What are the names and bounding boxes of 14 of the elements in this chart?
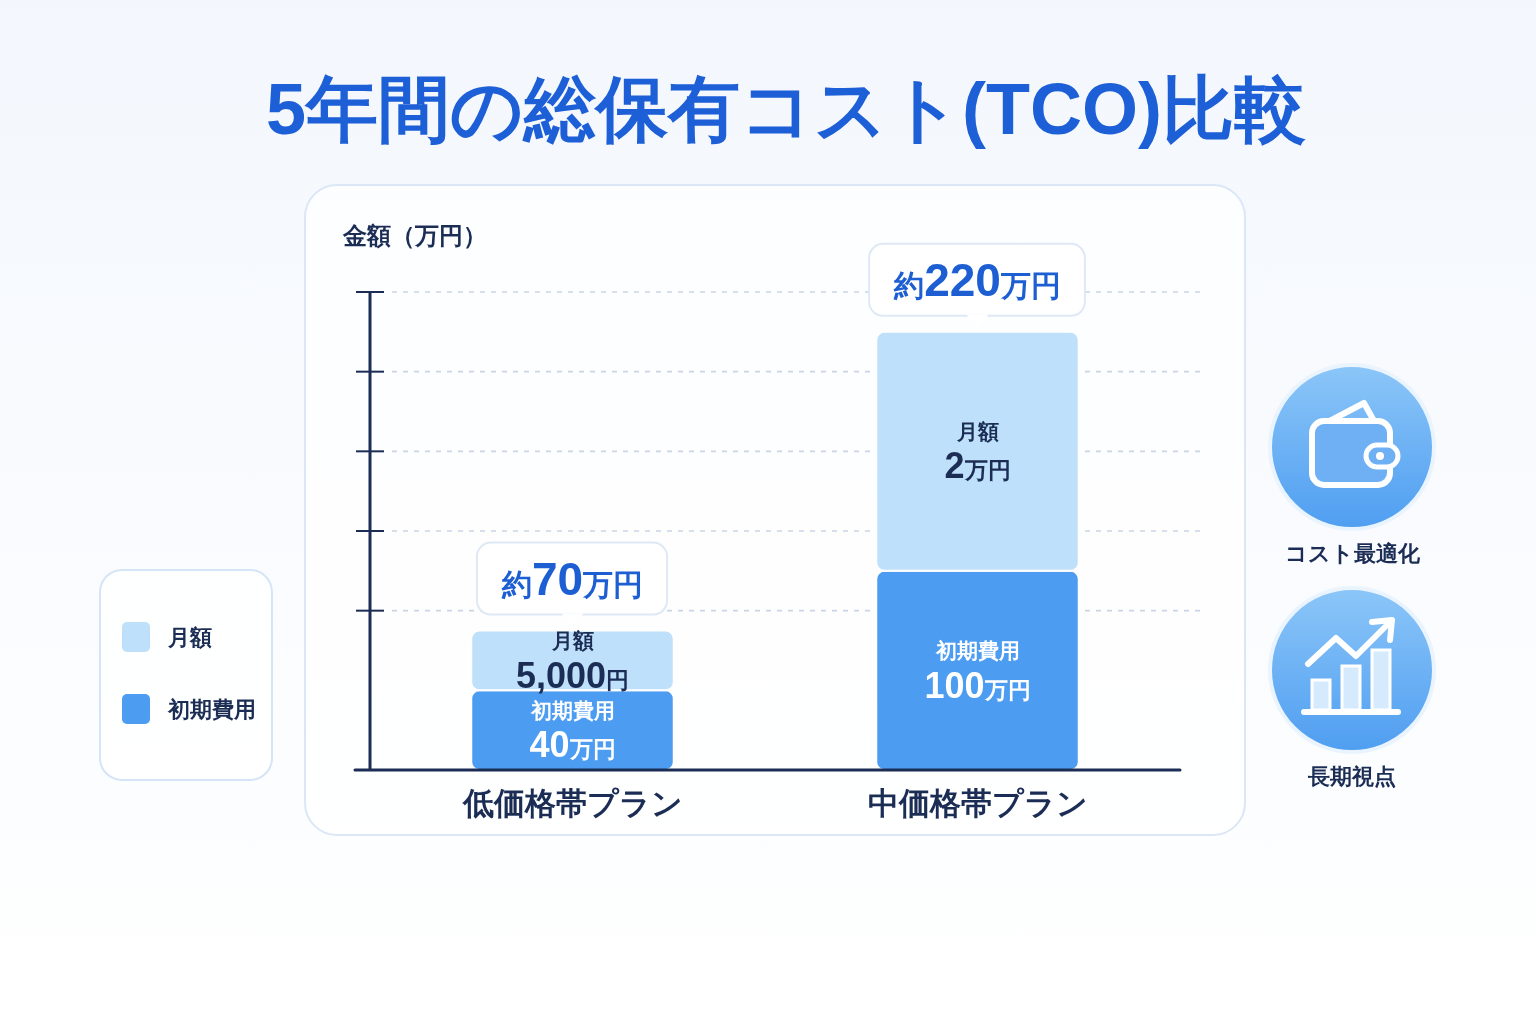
x-tick-label: 中価格帯プラン (867, 786, 1088, 821)
text: 長期視点 (1307, 764, 1396, 789)
total-label: 約70万円 (500, 552, 644, 605)
total-label: 約220万円 (893, 253, 1061, 306)
data-label: 月額 2万円 (944, 420, 1011, 487)
x-tick-label: 低価格帯プラン (461, 786, 683, 821)
data-label: 初期費用 100万円 (924, 639, 1031, 706)
legend-label: 初期費用 (167, 697, 256, 722)
y-axis-title: 金額（万円） (342, 222, 487, 249)
text: コスト最適化 (1284, 541, 1421, 566)
data-label: 月額 5,000円 (515, 629, 630, 696)
legend-label: 月額 (167, 625, 212, 650)
chart-title: 5年間の総保有コスト(TCO)比較 (266, 69, 1306, 149)
data-label: 初期費用 40万円 (529, 698, 616, 766)
